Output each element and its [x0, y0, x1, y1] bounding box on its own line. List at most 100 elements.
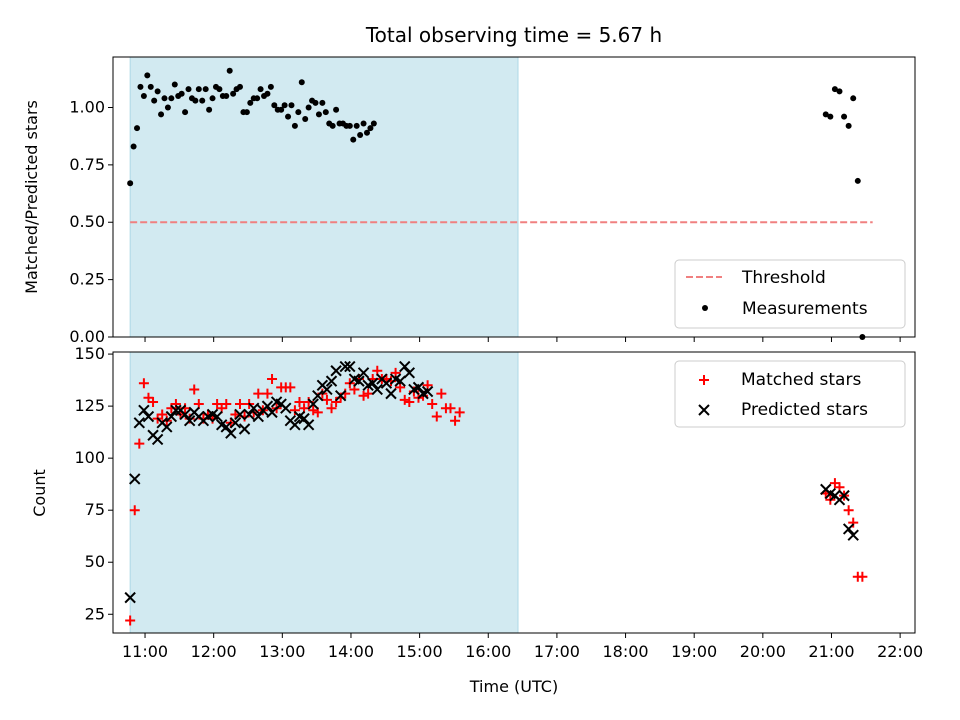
measurement-point: [302, 115, 309, 122]
matched-stars-point: [129, 505, 140, 516]
measurement-point: [209, 95, 216, 102]
top-axes: Matched/Predicted stars 0.00 0.25 0.50 0.75…: [22, 56, 916, 346]
measurement-point: [230, 90, 237, 97]
measurement-point: [841, 113, 848, 120]
measurement-point: [226, 67, 233, 74]
x-tick-label: 19:00: [671, 642, 717, 661]
predicted-stars-point: [234, 408, 246, 421]
measurement-point: [223, 93, 230, 100]
measurement-point: [350, 136, 357, 143]
measurement-point: [144, 72, 151, 79]
matched-stars-point: [294, 396, 305, 407]
measurement-point: [346, 122, 353, 129]
predicted-stars-point: [421, 385, 434, 398]
matched-stars-point: [262, 388, 273, 399]
predicted-stars-point: [353, 375, 365, 387]
measurement-point: [288, 102, 295, 109]
matched-stars-point: [170, 399, 181, 410]
y-tick-label: 0.25: [69, 270, 105, 289]
observing-window-shade: [130, 57, 519, 337]
measurement-point: [305, 104, 312, 111]
measurement-point: [264, 90, 271, 97]
measurement-point: [151, 97, 158, 104]
x-tick-label: 18:00: [602, 642, 648, 661]
measurement-point: [236, 83, 243, 90]
predicted-stars-point: [366, 377, 379, 389]
matched-stars-point: [253, 388, 264, 399]
x-tick-label: 13:00: [259, 642, 305, 661]
measurement-point: [831, 86, 838, 93]
predicted-stars-point: [403, 367, 416, 379]
matched-stars-point: [399, 394, 410, 405]
measurement-point: [206, 106, 213, 113]
legend-matched-label: Matched stars: [741, 370, 861, 390]
top-y-axis-label: Matched/Predicted stars: [22, 100, 41, 294]
predicted-stars-point: [225, 427, 237, 439]
measurement-point: [281, 102, 288, 109]
measurement-point: [370, 120, 377, 127]
legend-threshold-label: Threshold: [741, 268, 826, 288]
legend: Threshold Measurements: [674, 259, 906, 329]
predicted-stars-point: [289, 419, 301, 431]
measurement-point: [257, 86, 264, 93]
predicted-stars-point: [179, 408, 191, 421]
measurement-point: [367, 125, 374, 132]
predicted-stars-point: [842, 523, 855, 535]
predicted-stars-point: [138, 404, 150, 416]
measurement-point: [845, 122, 852, 129]
measurement-point: [315, 111, 322, 118]
measurement-point: [195, 86, 202, 93]
x-tick-label: 17:00: [534, 642, 580, 661]
y-tick-label: 125: [74, 396, 105, 415]
x-tick-label: 15:00: [397, 642, 443, 661]
measurement-point: [836, 88, 843, 95]
measurement-point: [353, 122, 360, 129]
measurement-point: [271, 102, 278, 109]
measurement-point: [329, 122, 336, 129]
predicted-stars-point: [838, 489, 850, 502]
matched-stars-point: [285, 382, 296, 393]
matched-stars-point: [454, 407, 465, 418]
matched-stars-point: [148, 396, 159, 407]
predicted-stars-point: [394, 375, 406, 387]
predicted-stars-point: [385, 387, 397, 400]
x-tick-label: 12:00: [191, 642, 237, 661]
predicted-stars-point: [312, 390, 324, 402]
measurement-point: [285, 113, 292, 120]
legend-predicted-label: Predicted stars: [741, 400, 868, 420]
y-tick-label: 0.50: [69, 212, 105, 231]
y-tick-label: 1.00: [69, 97, 105, 116]
measurement-point: [185, 86, 192, 93]
predicted-stars-point: [151, 433, 164, 446]
matched-stars-point: [308, 405, 319, 416]
measurement-point: [140, 93, 147, 100]
matched-stars-point: [431, 411, 442, 422]
measurement-point: [178, 90, 185, 97]
series-predicted-stars: [124, 360, 859, 604]
legend-matched-swatch: [699, 375, 709, 385]
measurement-point: [295, 109, 302, 116]
measurement-point: [363, 129, 370, 136]
measurement-point: [130, 143, 137, 150]
measurement-point: [291, 122, 298, 129]
matched-stars-point: [221, 399, 232, 410]
measurement-point: [147, 83, 154, 90]
measurement-point: [267, 83, 274, 90]
predicted-stars-point: [165, 410, 178, 423]
measurement-point: [182, 109, 189, 116]
measurement-point: [168, 95, 175, 102]
predicted-stars-point: [211, 410, 223, 423]
predicted-stars-point: [412, 381, 425, 394]
predicted-stars-point: [220, 421, 232, 433]
matched-stars-point: [321, 394, 332, 405]
predicted-stars-point: [142, 410, 155, 423]
legend-box: [674, 259, 906, 329]
matched-stars-point: [157, 409, 168, 420]
predicted-stars-point: [243, 408, 255, 421]
measurement-point: [357, 132, 364, 139]
legend-measurements-swatch: [702, 305, 708, 311]
measurement-point: [312, 99, 319, 106]
measurement-point: [360, 120, 367, 127]
predicted-stars-point: [238, 423, 251, 435]
measurement-point: [333, 106, 340, 113]
